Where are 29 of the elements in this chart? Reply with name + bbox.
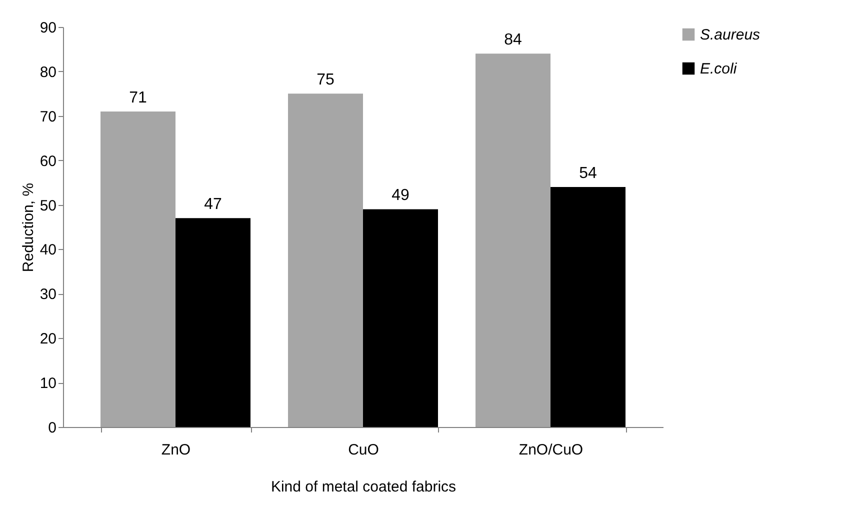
y-tick-label: 90	[40, 20, 56, 36]
y-tick-label: 70	[40, 108, 56, 126]
data-label: 71	[129, 89, 147, 106]
y-tick-label: 0	[48, 420, 56, 436]
bar	[550, 187, 626, 427]
legend-label: S.aureus	[700, 26, 761, 44]
y-tick-label: 10	[40, 375, 56, 392]
y-tick-label: 60	[40, 152, 56, 170]
x-tick-label: CuO	[348, 442, 379, 458]
bar	[176, 218, 250, 427]
data-label: 84	[504, 32, 522, 49]
y-tick-label: 80	[40, 64, 56, 81]
bar	[100, 111, 176, 427]
y-tick-label: 20	[40, 330, 56, 348]
x-axis-title: Kind of metal coated fabrics	[270, 478, 456, 496]
y-axis-title: Reduction, %	[20, 182, 37, 272]
data-label: 75	[316, 72, 334, 89]
x-tick-label: ZnO	[161, 442, 191, 458]
y-tick-label: 50	[40, 197, 56, 214]
bar	[288, 94, 363, 427]
data-label: 47	[204, 196, 222, 214]
x-tick-label: ZnO/CuO	[518, 442, 584, 458]
data-label: 54	[579, 165, 597, 182]
legend-label: E.coli	[700, 60, 738, 78]
bar	[363, 209, 438, 427]
bar	[476, 54, 550, 427]
y-tick-label: 40	[40, 242, 56, 259]
y-tick-label: 30	[40, 286, 56, 304]
data-label: 49	[392, 187, 410, 204]
